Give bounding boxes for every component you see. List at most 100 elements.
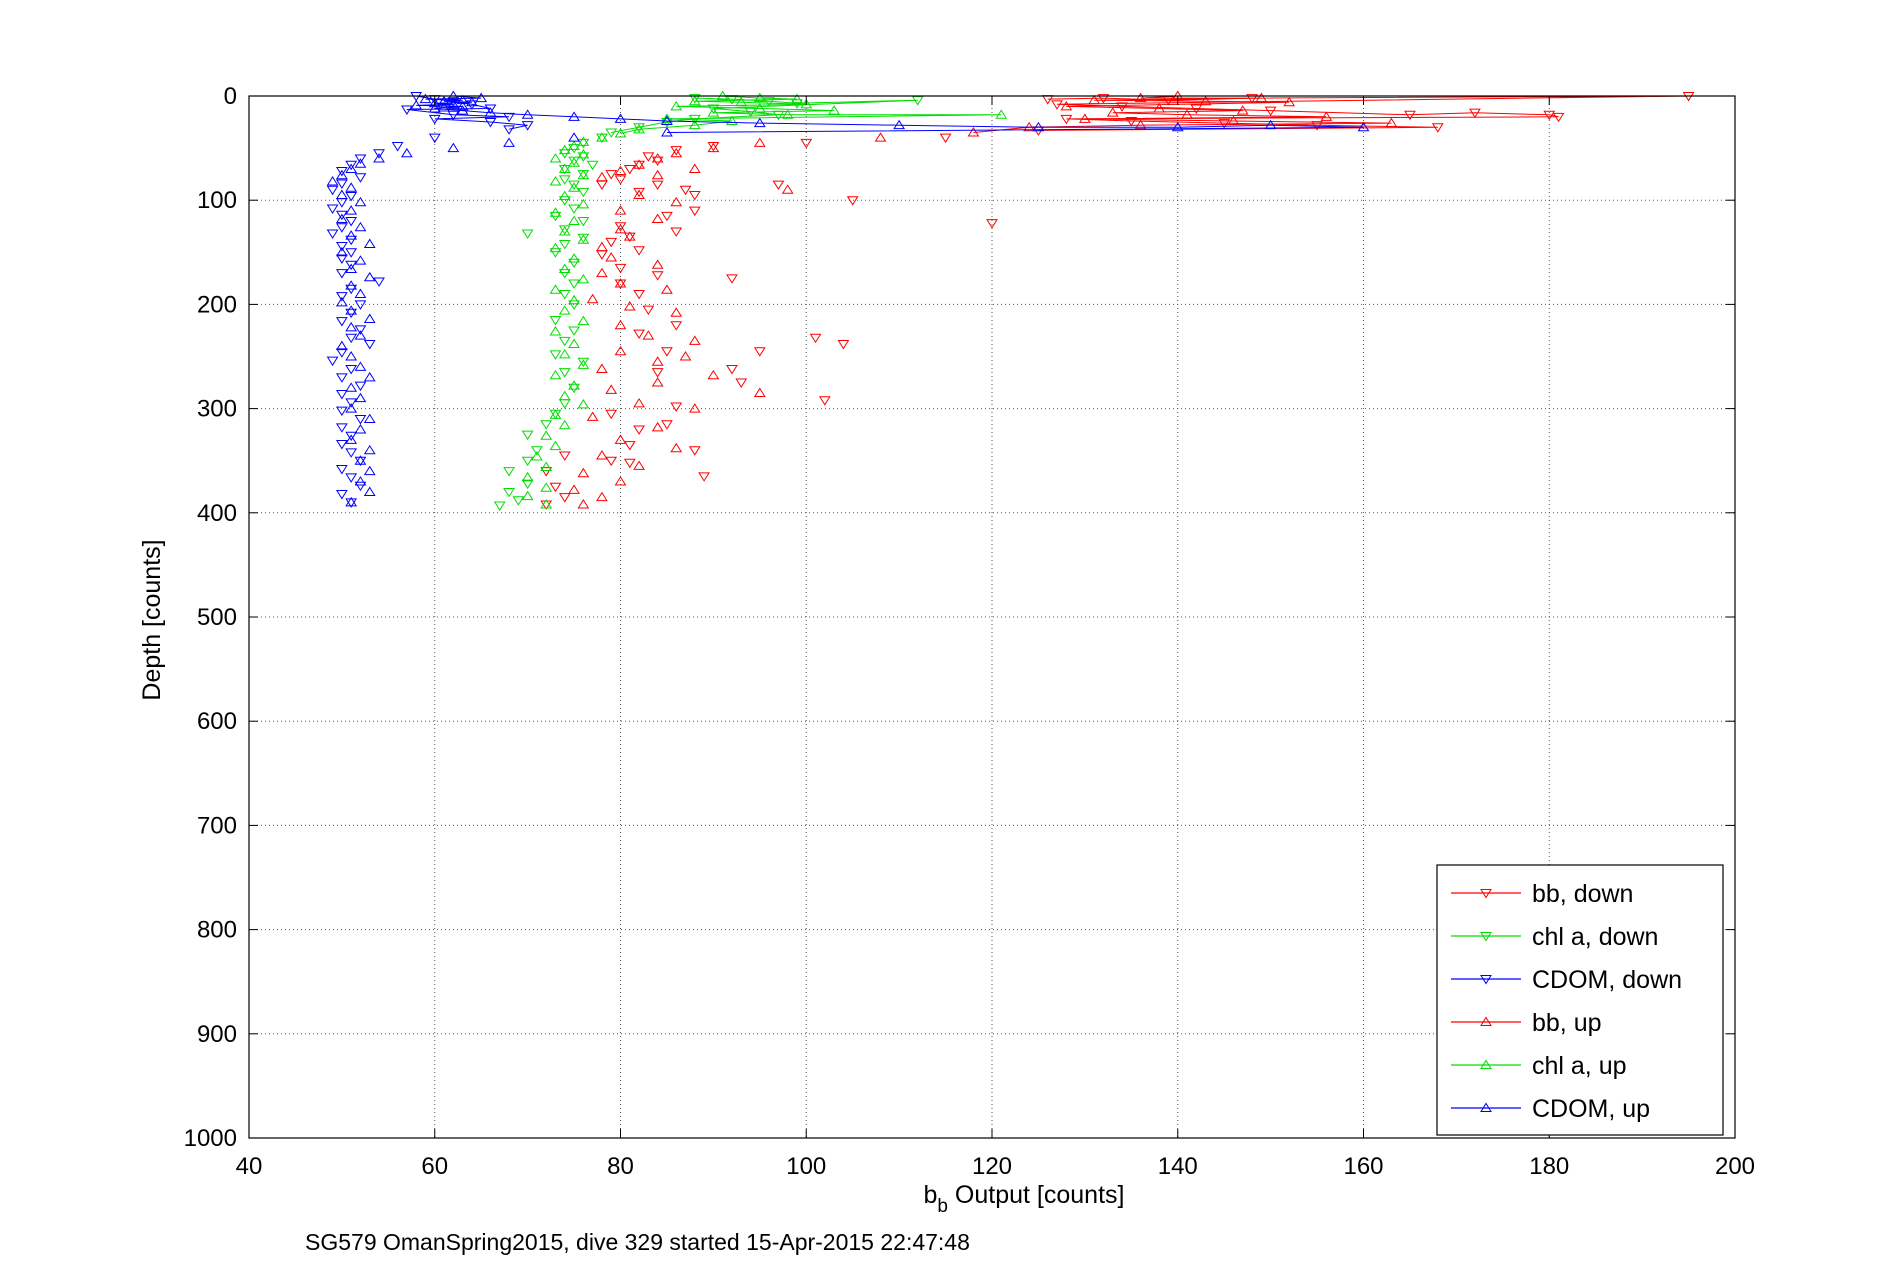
data-point <box>354 325 367 335</box>
data-point <box>1199 95 1212 106</box>
data-point <box>558 163 571 173</box>
data-point <box>335 269 348 279</box>
data-point <box>577 136 590 146</box>
data-point <box>791 93 803 104</box>
data-point <box>1404 110 1416 121</box>
data-point <box>605 252 618 262</box>
data-point <box>521 109 534 119</box>
legend: bb, down chl a, down CDOM, down bb, up chl a… <box>1436 864 1724 1136</box>
data-point <box>1134 92 1147 103</box>
data-point <box>568 157 580 167</box>
data-point <box>651 377 664 387</box>
y-tick-label: 1000 <box>184 1125 237 1152</box>
data-point <box>335 390 348 400</box>
data-point <box>549 409 562 419</box>
data-point <box>1543 110 1556 121</box>
data-point <box>335 340 348 351</box>
data-point <box>1264 106 1277 117</box>
data-point <box>586 293 599 304</box>
data-point <box>726 365 738 375</box>
data-point <box>623 164 636 175</box>
data-point <box>335 213 348 223</box>
legend-swatch-marker <box>1480 932 1492 942</box>
data-point <box>614 263 627 274</box>
data-point <box>577 357 590 368</box>
data-point <box>503 467 515 477</box>
data-point <box>558 289 571 300</box>
data-point <box>586 160 599 171</box>
data-point <box>540 500 553 510</box>
data-point <box>354 481 367 492</box>
data-point <box>605 237 618 248</box>
data-point <box>707 104 720 114</box>
legend-entry-label: chl a, up <box>1532 1052 1627 1080</box>
data-point <box>1431 123 1444 133</box>
data-point <box>837 339 850 350</box>
data-point <box>614 278 627 288</box>
data-point <box>354 255 367 265</box>
data-point <box>688 95 701 106</box>
data-point <box>661 420 673 430</box>
data-point <box>568 484 580 494</box>
data-point <box>354 330 367 340</box>
data-point <box>456 100 469 111</box>
data-point <box>456 94 469 105</box>
legend-entry-label: chl a, down <box>1532 923 1658 951</box>
data-point <box>335 189 348 199</box>
data-point <box>670 307 683 317</box>
data-point <box>568 140 580 151</box>
x-tick-label: 200 <box>1715 1153 1755 1180</box>
data-point <box>651 213 664 223</box>
data-point <box>335 223 348 233</box>
data-point <box>614 434 627 444</box>
data-point <box>354 476 367 486</box>
data-point <box>651 368 664 378</box>
data-point <box>345 496 358 507</box>
data-point <box>614 128 627 138</box>
data-point <box>447 110 460 121</box>
data-point <box>614 279 627 290</box>
series-line <box>973 95 1392 133</box>
data-point <box>363 486 376 496</box>
data-point <box>540 482 553 492</box>
data-point <box>568 111 580 121</box>
data-point <box>558 493 571 503</box>
data-point <box>596 171 608 182</box>
data-point <box>335 210 348 221</box>
data-point <box>345 398 358 408</box>
data-point <box>633 246 645 256</box>
data-point <box>633 397 645 408</box>
data-point <box>558 226 571 236</box>
data-point <box>967 127 980 137</box>
data-point <box>726 115 738 126</box>
data-point <box>400 105 413 115</box>
data-point <box>447 98 460 109</box>
data-point <box>345 260 358 271</box>
data-point <box>623 231 636 241</box>
data-point <box>753 387 766 397</box>
data-point <box>1060 100 1073 111</box>
data-point <box>326 204 339 214</box>
data-point <box>363 238 376 248</box>
data-point <box>549 440 562 451</box>
data-point <box>633 187 645 198</box>
data-point <box>596 241 608 252</box>
data-point <box>633 160 645 171</box>
y-tick-label: 800 <box>197 917 237 944</box>
data-point <box>688 206 701 217</box>
data-point <box>577 398 590 409</box>
data-point <box>456 105 469 115</box>
data-point <box>1116 102 1128 112</box>
data-point <box>1283 96 1296 107</box>
data-point <box>651 421 664 432</box>
data-point <box>614 223 627 234</box>
data-point <box>661 115 673 126</box>
legend-swatch-marker <box>1480 1016 1492 1026</box>
data-point <box>577 138 590 149</box>
data-point <box>354 455 367 465</box>
data-point <box>558 348 571 359</box>
data-point <box>549 176 562 186</box>
data-point <box>568 383 580 394</box>
data-point <box>345 160 358 171</box>
y-tick-label: 400 <box>197 500 237 527</box>
